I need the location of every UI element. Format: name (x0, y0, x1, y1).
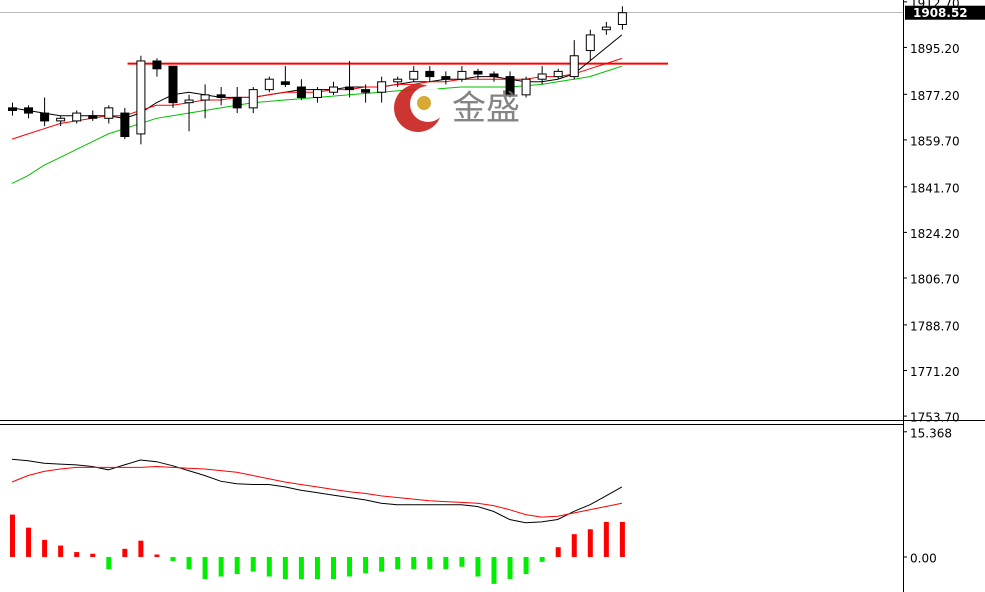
histogram-bar (138, 540, 144, 557)
last-price-box (905, 5, 985, 20)
histogram-bar (427, 556, 433, 570)
histogram-bar (314, 556, 320, 579)
histogram-bar (74, 552, 80, 557)
candle-body (569, 55, 579, 78)
candle-body (393, 78, 403, 83)
y-tick-label: 1788.70 (910, 319, 960, 333)
y-tick-label: 1753.70 (910, 411, 960, 425)
histogram-bar (395, 556, 401, 570)
candle-body (361, 89, 371, 93)
logo (417, 96, 431, 110)
histogram-bar (42, 539, 48, 557)
candle-body (425, 70, 435, 78)
candle-body (505, 76, 515, 96)
y-tick-label: 1859.70 (910, 134, 960, 148)
candle-body (521, 78, 531, 96)
histogram-bar (491, 556, 497, 584)
histogram-bar (523, 556, 529, 575)
histogram-bar (122, 548, 128, 557)
candle-body (88, 115, 98, 119)
candle-body (585, 34, 595, 52)
y-tick-label: 1841.70 (910, 181, 960, 195)
histogram-bar (459, 556, 465, 567)
candle-body (296, 86, 306, 98)
histogram-bar (587, 529, 593, 557)
histogram-bar (298, 556, 304, 579)
candle-body (232, 96, 242, 109)
candle-body (184, 99, 194, 104)
histogram-bar (571, 534, 577, 557)
histogram-bar (218, 556, 224, 577)
candle-body (601, 26, 611, 31)
candle-body (200, 94, 210, 101)
candle-body (40, 112, 50, 122)
histogram-bar (58, 545, 64, 557)
histogram-bar (90, 553, 96, 557)
candle-body (168, 65, 178, 104)
histogram-bar (106, 556, 112, 570)
histogram-bar (26, 527, 32, 557)
histogram-bar (475, 556, 481, 577)
candle-body (489, 73, 499, 78)
candle-body (617, 12, 627, 25)
histogram-bar (10, 514, 15, 557)
candle-body (280, 81, 290, 85)
candle-body (345, 86, 355, 91)
y-tick-label: 1912.70 (910, 0, 960, 10)
y-tick-label: 1895.20 (910, 42, 960, 56)
histogram-bar (331, 556, 336, 579)
histogram-bar (266, 556, 272, 577)
histogram-bar (154, 554, 160, 557)
candle-body (264, 78, 274, 91)
candle-body (409, 70, 419, 80)
histogram-bar (555, 547, 561, 557)
histogram-bar (202, 556, 208, 579)
watermark-text: 金盛 (452, 89, 520, 129)
histogram-bar (363, 556, 369, 574)
candle-body (441, 76, 451, 80)
histogram-bar (539, 556, 545, 562)
histogram-bar (507, 556, 513, 579)
candle-body (24, 107, 34, 114)
y-tick-label: 1877.20 (910, 89, 960, 103)
candle-body (72, 112, 82, 122)
candle-body (216, 94, 226, 98)
histogram-bar (619, 521, 625, 557)
y-tick-label: 15.368 (910, 426, 952, 440)
histogram-bar (443, 556, 449, 570)
candle-body (152, 60, 162, 70)
last-price-label: 1908.52 (913, 6, 968, 20)
histogram-bar (250, 556, 256, 572)
candle-body (8, 107, 17, 111)
candle-body (56, 117, 66, 122)
candle-body (377, 81, 387, 93)
histogram-bar (282, 556, 288, 579)
indicator-line (11, 465, 623, 518)
histogram-bar (347, 556, 353, 577)
histogram-bar (170, 556, 176, 562)
candle-body (104, 107, 114, 119)
histogram-bar (603, 521, 609, 557)
candle-body (473, 70, 483, 75)
candle-body (248, 89, 258, 109)
histogram-bar (411, 556, 417, 570)
candle-body (537, 73, 547, 80)
candle-body (136, 60, 146, 135)
indicator-line (11, 458, 623, 524)
candle-body (553, 70, 563, 78)
y-tick-label: 1771.20 (910, 365, 960, 379)
candle-body (457, 70, 467, 80)
candle-body (120, 112, 130, 138)
candle-body (312, 89, 322, 98)
watermark: 金盛 (394, 84, 520, 132)
histogram-bar (234, 556, 240, 575)
candle-body (329, 86, 338, 93)
histogram-bar (186, 556, 192, 570)
y-tick-label: 1806.70 (910, 273, 960, 287)
y-tick-label: 1824.20 (910, 227, 960, 241)
y-tick-label: 0.00 (910, 551, 937, 565)
histogram-bar (379, 556, 385, 572)
